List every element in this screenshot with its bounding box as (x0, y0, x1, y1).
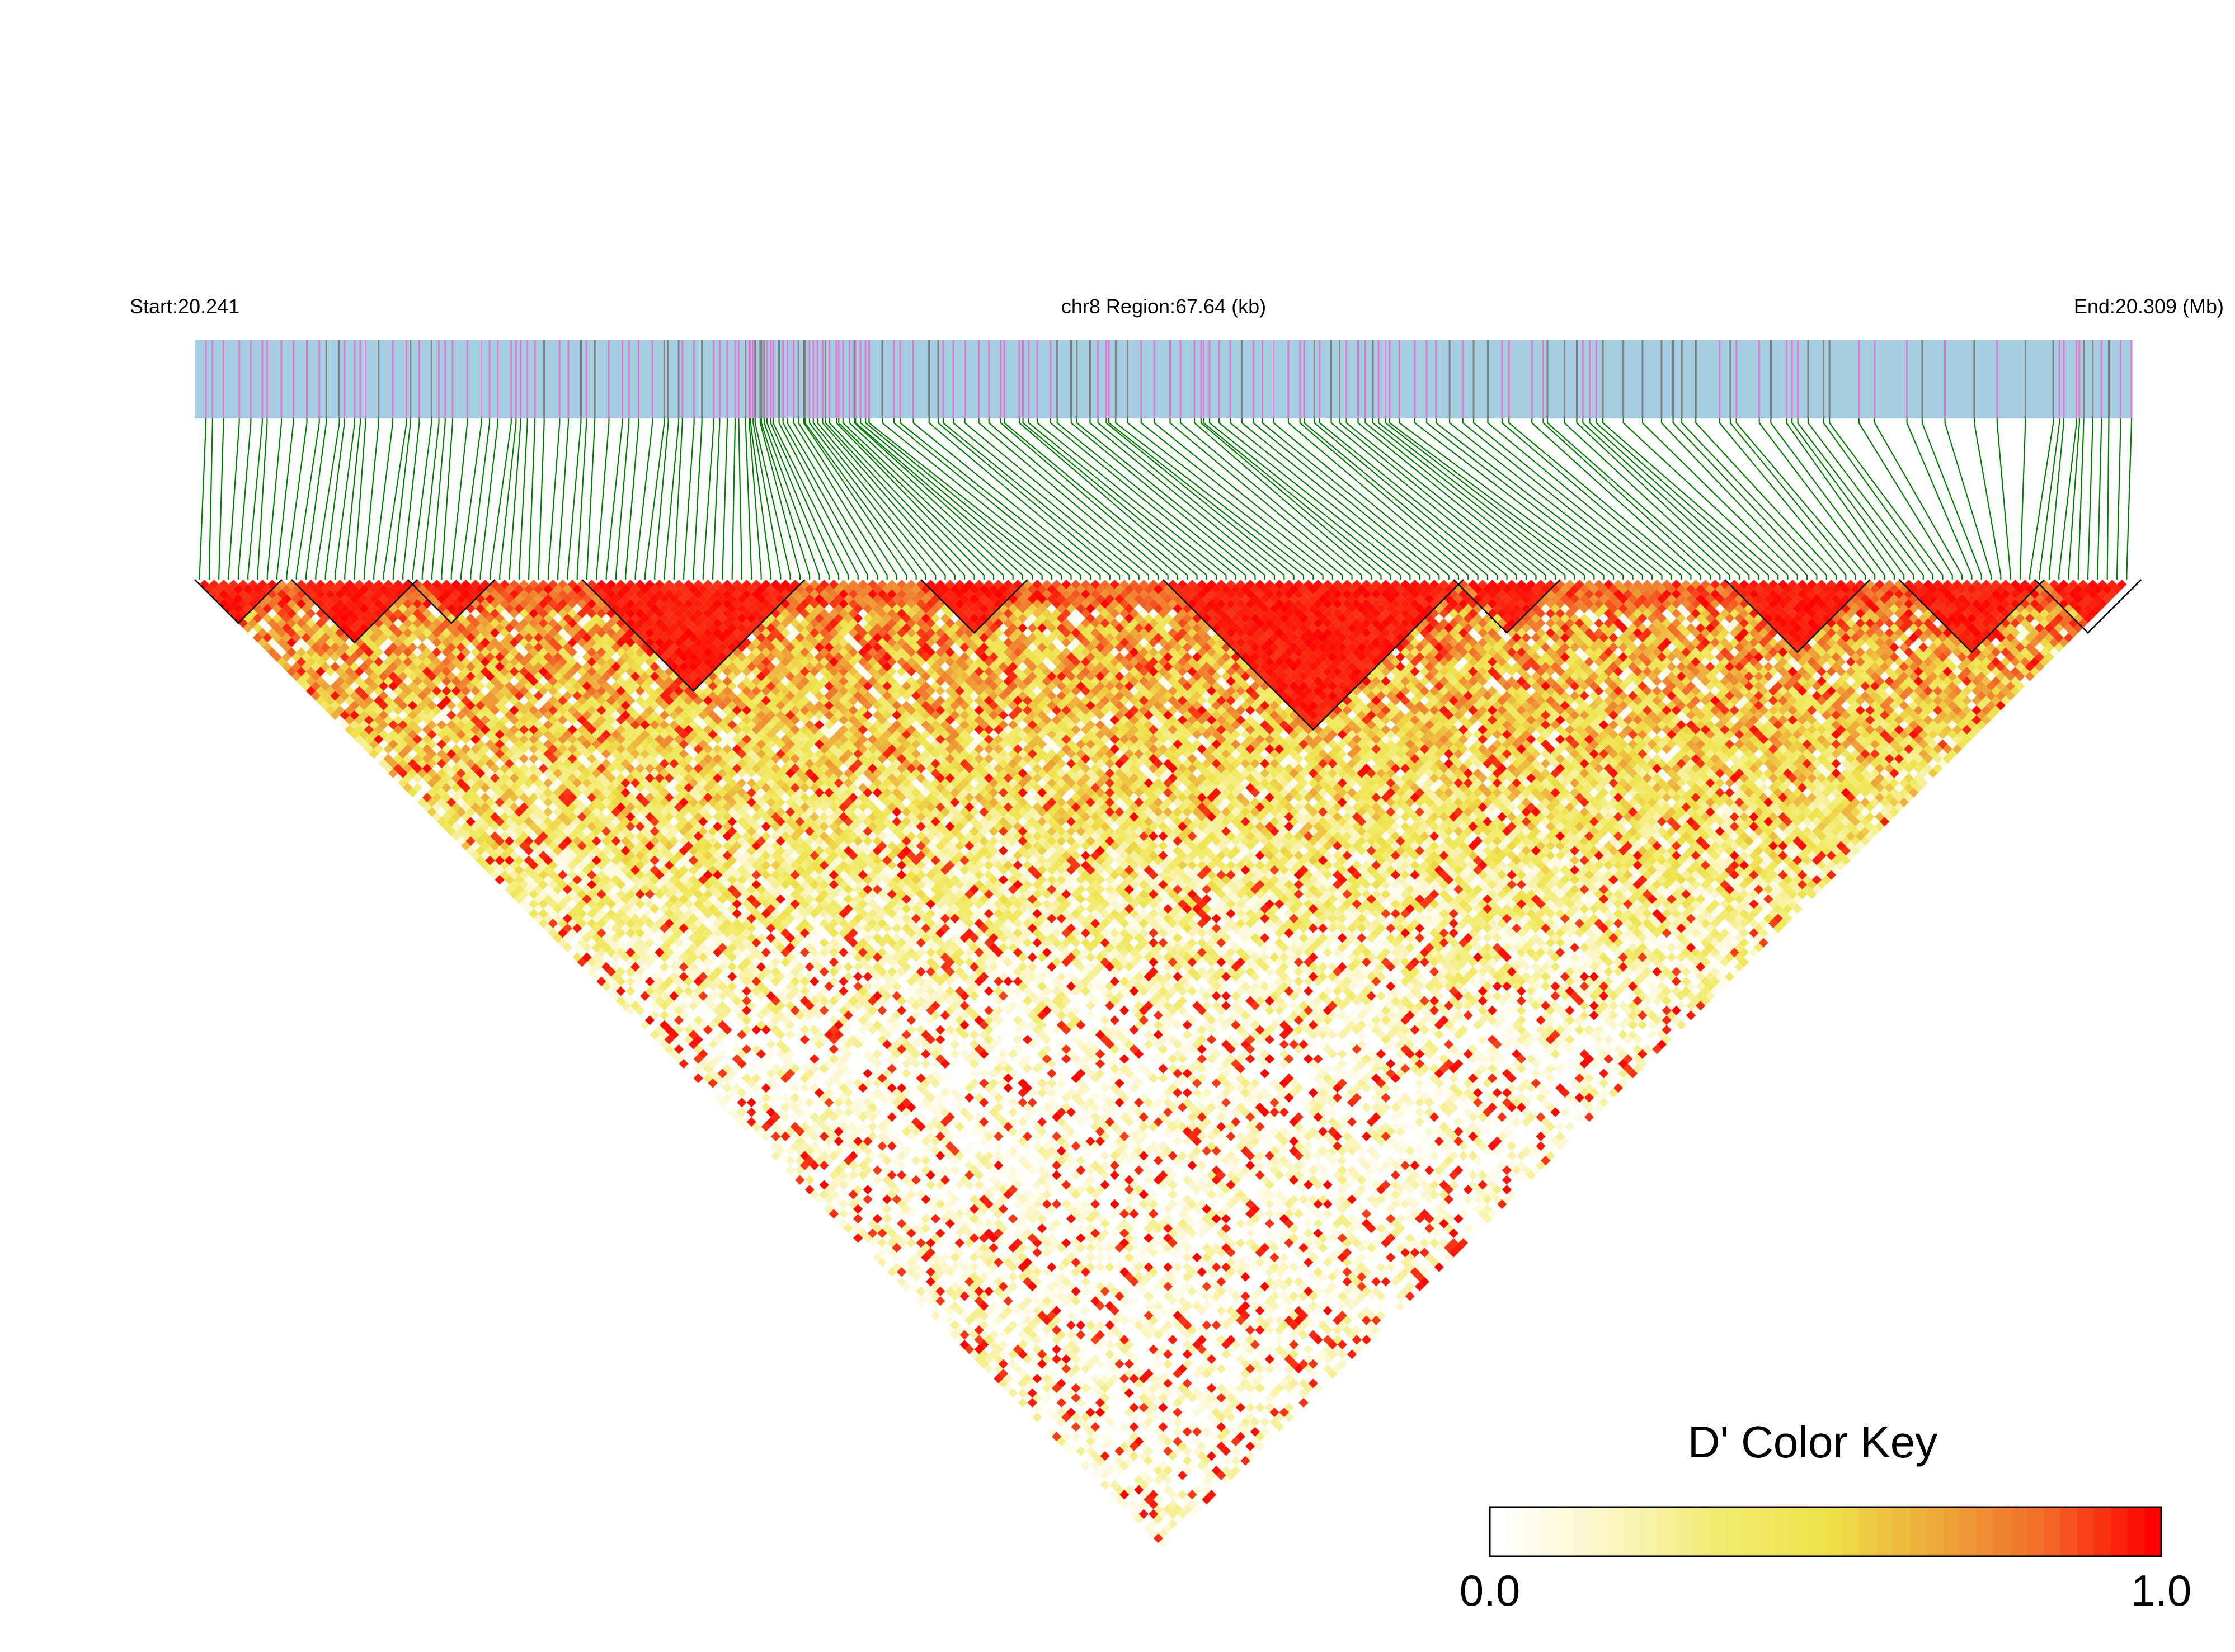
region-label: chr8 Region:67.64 (kb) (1061, 295, 1266, 318)
start-label: Start:20.241 (130, 295, 239, 318)
end-label: End:20.309 (Mb) (2074, 295, 2224, 318)
marker-track-background (195, 340, 2132, 418)
marker-track (195, 340, 2132, 418)
